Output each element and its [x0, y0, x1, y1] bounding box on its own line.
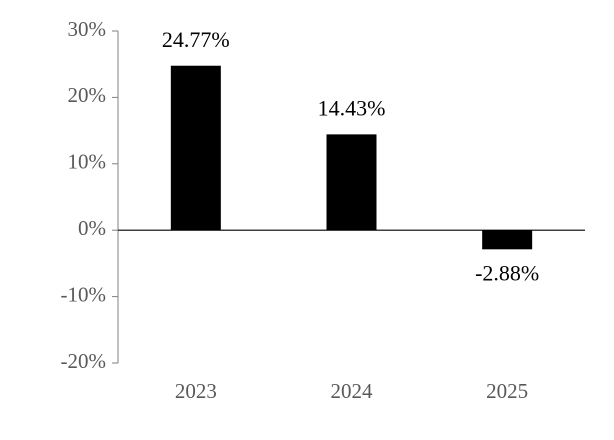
bar: [482, 230, 533, 250]
y-tick-label: -10%: [61, 282, 107, 306]
value-label: -2.88%: [475, 260, 539, 285]
y-tick-label: 30%: [68, 17, 107, 41]
y-tick-label: 20%: [68, 83, 107, 107]
x-tick-label: 2024: [331, 379, 374, 403]
value-label: 14.43%: [318, 95, 386, 120]
value-label: 24.77%: [162, 27, 230, 52]
y-tick-label: 0%: [78, 216, 106, 240]
bar: [170, 65, 221, 231]
bar: [326, 134, 377, 231]
x-tick-label: 2025: [486, 379, 528, 403]
y-tick-label: 10%: [68, 150, 107, 174]
y-tick-label: -20%: [61, 349, 107, 373]
x-tick-label: 2023: [175, 379, 217, 403]
